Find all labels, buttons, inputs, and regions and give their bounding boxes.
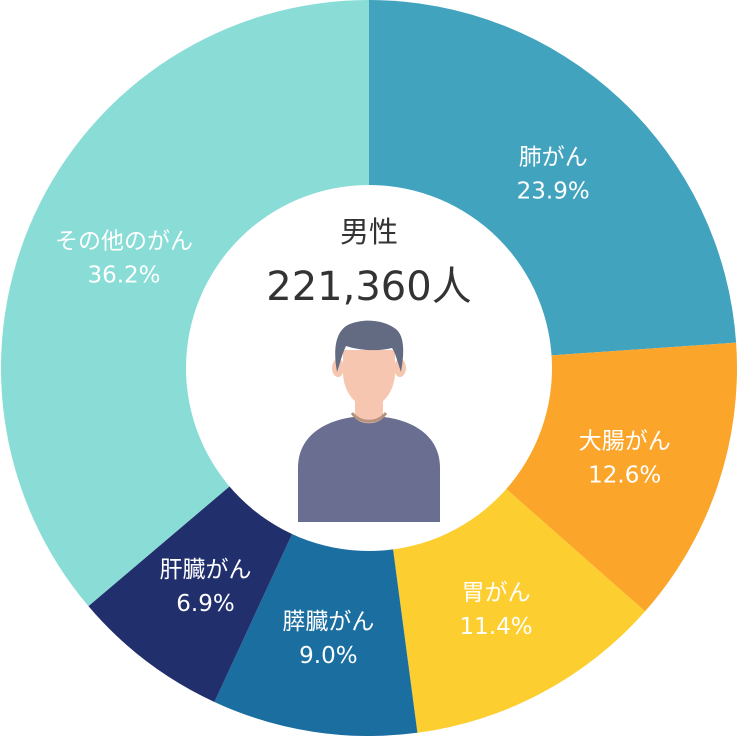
slice-value-label: 12.6% [588, 463, 661, 489]
person-face [343, 350, 395, 407]
slice-value-label: 11.4% [460, 614, 533, 640]
slice-category-label: 大腸がん [579, 429, 671, 455]
slice-category-label: 胃がん [462, 580, 531, 606]
male-person-icon [298, 320, 440, 522]
slice-value-label: 6.9% [176, 591, 234, 617]
slice-value-label: 9.0% [299, 643, 357, 669]
slice-category-label: 肝臓がん [160, 557, 252, 583]
center-title: 男性 [340, 215, 398, 249]
center-total-value: 221,360人 [266, 264, 471, 310]
person-hair [335, 320, 404, 372]
pie-slice [0, 0, 370, 607]
slice-value-label: 36.2% [87, 263, 160, 289]
person-collar [350, 411, 388, 423]
slice-value-label: 23.9% [517, 179, 590, 205]
chart-slice-labels: 肺がん 23.9% 大腸がん 12.6% 胃がん 11.4% 膵臓がん 9.0% 肝臓がん 6.9… [55, 145, 671, 669]
slice-category-label: その他のがん [55, 229, 193, 255]
person-shirt [298, 416, 440, 522]
slice-category-label: 肺がん [519, 145, 588, 171]
slice-category-label: 膵臓がん [282, 609, 374, 635]
